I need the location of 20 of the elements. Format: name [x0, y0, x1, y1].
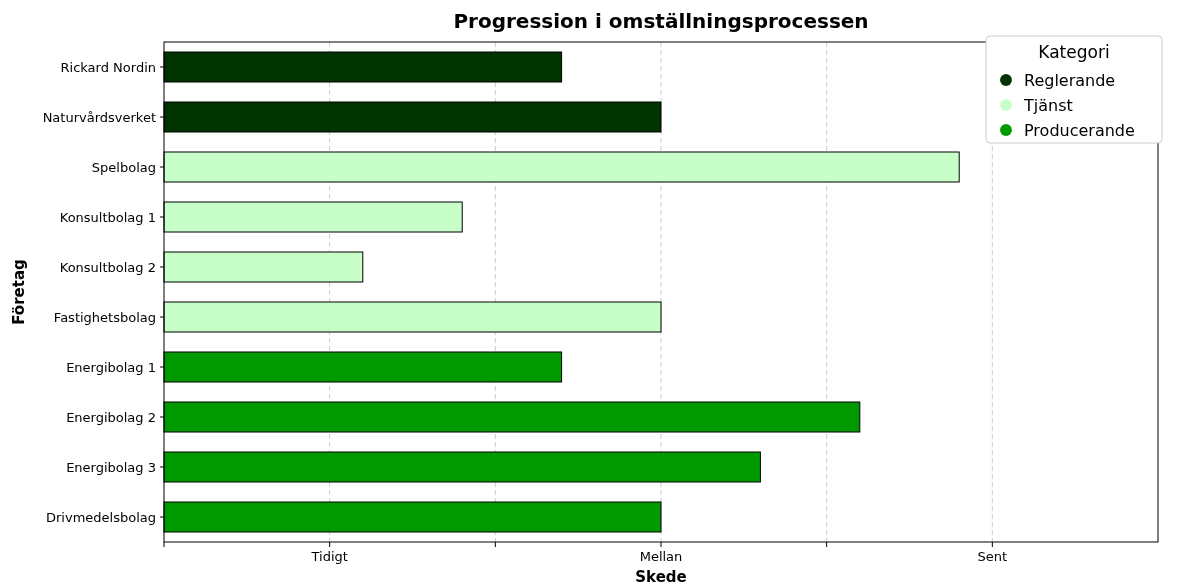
y-tick-label: Spelbolag: [91, 159, 156, 175]
y-tick-label: Konsultbolag 1: [59, 209, 156, 225]
legend-title: Kategori: [1038, 42, 1110, 62]
y-tick-label: Naturvårdsverket: [42, 109, 156, 125]
y-axis-title: Företag: [10, 259, 28, 325]
text: Mellan: [639, 549, 683, 564]
legend-label: Reglerande: [1024, 70, 1116, 90]
y-tick-label: Energibolag 3: [66, 459, 156, 475]
y-tick-label: Rickard Nordin: [60, 59, 156, 75]
y-tick-label: Energibolag 2: [66, 409, 156, 425]
y-tick-label: Energibolag 1: [66, 359, 156, 375]
y-tick-label: Fastighetsbolag: [53, 309, 156, 325]
legend-label: Tjänst: [1023, 95, 1073, 115]
y-tick-label: Konsultbolag 2: [59, 259, 156, 275]
text: Tidigt: [310, 549, 348, 564]
chart-title: Progression i omställningsprocessen: [453, 9, 869, 33]
y-tick-label: Drivmedelsbolag: [46, 509, 156, 525]
legend-label: Producerande: [1024, 120, 1135, 140]
text: Sent: [977, 549, 1008, 564]
x-axis-title: Skede: [635, 568, 687, 586]
